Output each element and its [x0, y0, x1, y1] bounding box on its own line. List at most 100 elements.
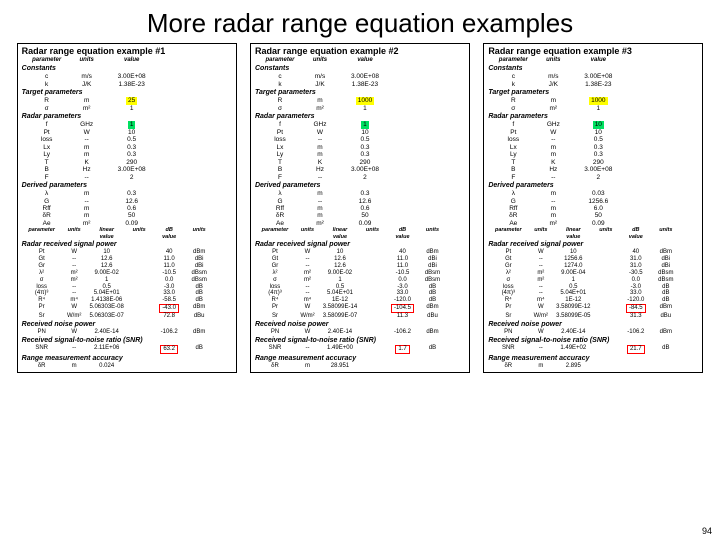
data-row: TK290 — [255, 159, 465, 166]
data-row: SrW/m²3.58099E-0711.3dBu — [255, 313, 465, 320]
section-signal: Radar received signal power — [255, 241, 465, 249]
data-row: loss--0.5 — [255, 136, 465, 143]
section-radar: Radar parameters — [22, 113, 232, 121]
data-row: BHz3.00E+08 — [22, 166, 232, 173]
section-derived: Derived parameters — [22, 182, 232, 190]
data-row: σm²10.0dBsm — [488, 277, 698, 284]
section-noise: Received noise power — [22, 321, 232, 329]
data-row: Lym0.3 — [488, 151, 698, 158]
data-row: PNW2.40E-14-106.2dBm — [488, 329, 698, 336]
data-row: TK290 — [488, 159, 698, 166]
data-row: λm0.3 — [22, 190, 232, 197]
example-panel-3: Radar range equation example #3parameter… — [483, 43, 703, 373]
section-derived: Derived parameters — [488, 182, 698, 190]
data-row: loss--0.5-3.0dB — [488, 284, 698, 291]
data-row: PtW10 — [22, 129, 232, 136]
col-header: parameterunitsvalue — [22, 57, 232, 64]
data-row: PtW1040dBm — [488, 249, 698, 256]
data-row: Lxm0.3 — [488, 144, 698, 151]
section-snr: Received signal-to-noise ratio (SNR) — [22, 337, 232, 345]
data-row: PtW10 — [488, 129, 698, 136]
data-row: Gr--1274.031.0dBi — [488, 263, 698, 270]
data-row: SrW/m²5.06303E-0772.8dBu — [22, 313, 232, 320]
data-row: PNW2.40E-14-106.2dBm — [22, 329, 232, 336]
data-row: PtW1040dBm — [22, 249, 232, 256]
data-row: Lym0.3 — [255, 151, 465, 158]
data-row: Aem²0.09 — [488, 220, 698, 227]
data-row: G--12.6 — [255, 198, 465, 205]
data-row: Gt--1256.631.0dBi — [488, 256, 698, 263]
data-row: loss--0.5 — [22, 136, 232, 143]
col-header: parameterunitsvalue — [488, 57, 698, 64]
section-target: Target parameters — [488, 89, 698, 97]
data-row: fGHz10 — [488, 121, 698, 128]
data-row: F--2 — [255, 174, 465, 181]
data-row: SNR--1.49E+0221.7dB — [488, 345, 698, 354]
col-header-wide: parameterunitslinearvalueunitsdBvalueuni… — [255, 227, 465, 240]
data-row: cm/s3.00E+08 — [22, 73, 232, 80]
data-row: PtW1040dBm — [255, 249, 465, 256]
panel-title: Radar range equation example #3 — [488, 46, 698, 56]
data-row: σm²10.0dBsm — [255, 277, 465, 284]
data-row: (4π)³--5.04E+0133.0dB — [255, 290, 465, 297]
data-row: σm²1 — [255, 105, 465, 112]
section-noise: Received noise power — [255, 321, 465, 329]
data-row: Gr--12.611.0dBi — [255, 263, 465, 270]
panel-title: Radar range equation example #2 — [255, 46, 465, 56]
data-row: σm²10.0dBsm — [22, 277, 232, 284]
data-row: PrW5.06303E-08-43.0dBm — [22, 304, 232, 313]
data-row: Aem²0.09 — [22, 220, 232, 227]
data-row: R⁴m⁴1E-12-120.0dB — [255, 297, 465, 304]
page-title: More radar range equation examples — [0, 0, 720, 43]
data-row: F--2 — [22, 174, 232, 181]
data-row: σm²1 — [488, 105, 698, 112]
section-signal: Radar received signal power — [488, 241, 698, 249]
section-radar: Radar parameters — [488, 113, 698, 121]
data-row: loss--0.5 — [488, 136, 698, 143]
data-row: (4π)³--5.04E+0133.0dB — [22, 290, 232, 297]
data-row: SNR--2.11E+0663.2dB — [22, 345, 232, 354]
data-row: Rffm0.6 — [22, 205, 232, 212]
data-row: Rm1000 — [255, 97, 465, 104]
data-row: kJ/K1.38E-23 — [488, 81, 698, 88]
data-row: λm0.3 — [255, 190, 465, 197]
data-row: Rm25 — [22, 97, 232, 104]
data-row: δRm0.024 — [22, 363, 232, 370]
data-row: cm/s3.00E+08 — [488, 73, 698, 80]
data-row: PrW3.58099E-12-84.5dBm — [488, 304, 698, 313]
col-header: parameterunitsvalue — [255, 57, 465, 64]
data-row: SrW/m²3.58099E-0531.3dBu — [488, 313, 698, 320]
data-row: Aem²0.09 — [255, 220, 465, 227]
data-row: δRm50 — [22, 212, 232, 219]
section-range-acc: Range measurement accuracy — [488, 355, 698, 363]
data-row: δRm28.951 — [255, 363, 465, 370]
data-row: PNW2.40E-14-106.2dBm — [255, 329, 465, 336]
data-row: δRm50 — [255, 212, 465, 219]
data-row: Gr--12.611.0dBi — [22, 263, 232, 270]
data-row: R⁴m⁴1.4138E-06-58.5dB — [22, 297, 232, 304]
data-row: σm²1 — [22, 105, 232, 112]
data-row: G--1256.6 — [488, 198, 698, 205]
data-row: λ²m²9.00E-02-10.5dBsm — [255, 270, 465, 277]
data-row: loss--0.5-3.0dB — [22, 284, 232, 291]
data-row: Rm1000 — [488, 97, 698, 104]
section-noise: Received noise power — [488, 321, 698, 329]
data-row: (4π)³--5.04E+0133.0dB — [488, 290, 698, 297]
data-row: Lxm0.3 — [255, 144, 465, 151]
data-row: fGHz1 — [255, 121, 465, 128]
data-row: λ²m²9.00E-02-10.5dBsm — [22, 270, 232, 277]
section-signal: Radar received signal power — [22, 241, 232, 249]
data-row: cm/s3.00E+08 — [255, 73, 465, 80]
page-number: 94 — [702, 526, 712, 536]
data-row: kJ/K1.38E-23 — [22, 81, 232, 88]
data-row: loss--0.5-3.0dB — [255, 284, 465, 291]
section-constants: Constants — [22, 65, 232, 73]
panel-title: Radar range equation example #1 — [22, 46, 232, 56]
section-derived: Derived parameters — [255, 182, 465, 190]
data-row: λ²m²9.00E-04-30.5dBsm — [488, 270, 698, 277]
data-row: TK290 — [22, 159, 232, 166]
data-row: F--2 — [488, 174, 698, 181]
data-row: SNR--1.49E+001.7dB — [255, 345, 465, 354]
data-row: G--12.6 — [22, 198, 232, 205]
data-row: δRm2.895 — [488, 363, 698, 370]
